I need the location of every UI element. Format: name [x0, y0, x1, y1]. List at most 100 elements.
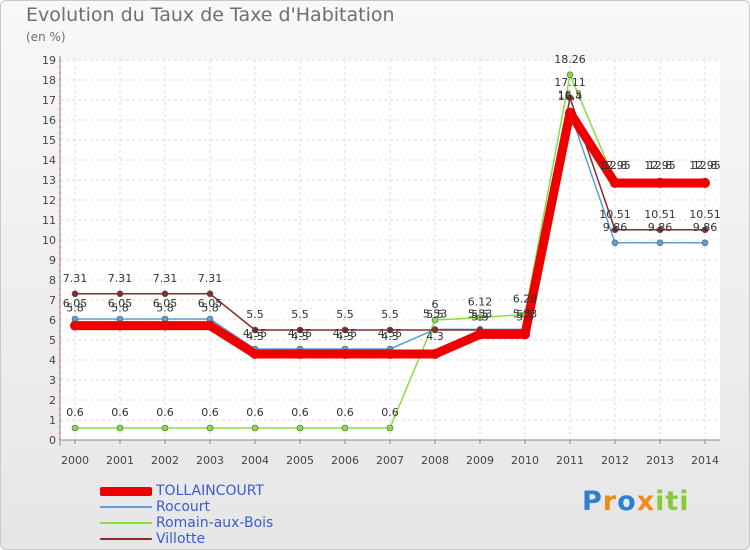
data-point-villotte — [701, 226, 709, 234]
data-label: 4.55 — [378, 327, 403, 340]
data-label: 5.8 — [156, 302, 174, 315]
chart-title: Evolution du Taux de Taxe d'Habitation — [26, 4, 395, 26]
data-point-villotte — [296, 326, 304, 334]
data-point-romain-aux-bois — [431, 316, 439, 324]
data-point-tollaincourt — [565, 107, 575, 118]
logo-letter: P — [582, 486, 603, 517]
x-tick-label: 2003 — [196, 454, 224, 467]
plot-area — [60, 60, 720, 440]
legend-item-rocourt: Rocourt — [100, 499, 210, 515]
data-label: 5.53 — [468, 307, 493, 320]
data-label: 18.26 — [554, 53, 586, 66]
legend-item-romain-aux-bois: Romain-aux-Bois — [100, 515, 273, 531]
data-point-tollaincourt — [160, 320, 170, 331]
legend-label-rocourt: Rocourt — [156, 499, 211, 515]
data-label: 5.5 — [291, 308, 309, 321]
data-point-tollaincourt — [385, 349, 395, 359]
data-label: 7.31 — [108, 272, 133, 285]
data-label: 5.3 — [471, 310, 489, 323]
x-tick-label: 2012 — [601, 454, 629, 467]
data-label: 16.4 — [558, 90, 583, 103]
data-label-layer: 7.31 7.31 7.31 7.31 5.5 5.5 5.5 5.5 5.5 5.5 5.5 17.… — [63, 53, 721, 419]
data-label: 9.86 — [693, 221, 718, 234]
data-point-tollaincourt — [430, 349, 440, 359]
data-label: 0.6 — [381, 406, 399, 419]
data-point-romain-aux-bois — [161, 424, 169, 432]
x-tick-label: 2011 — [556, 454, 584, 467]
data-label: 4.55 — [243, 327, 268, 340]
data-label: 5.3 — [516, 310, 534, 323]
data-label: 4.55 — [288, 327, 313, 340]
y-tick-label: 18 — [42, 74, 56, 87]
legend-item-tollaincourt: TOLLAINCOURT — [100, 483, 264, 499]
data-point-romain-aux-bois — [71, 424, 79, 432]
data-point-villotte — [341, 326, 349, 334]
data-point-tollaincourt — [340, 349, 350, 359]
data-label: 10.51 — [644, 208, 676, 221]
legend-label-romain-aux-bois: Romain-aux-Bois — [156, 515, 274, 531]
data-label: 5.5 — [426, 308, 444, 321]
data-point-tollaincourt — [115, 320, 125, 331]
data-label: 4.3 — [336, 330, 354, 343]
data-label: 0.6 — [66, 406, 84, 419]
x-tick-label: 2014 — [691, 454, 719, 467]
data-label: 12.8 — [693, 159, 718, 172]
y-tick-label: 8 — [49, 274, 56, 287]
data-label: 5.5 — [471, 308, 489, 321]
y-tick-label: 13 — [42, 174, 56, 187]
logo-letter: i — [655, 486, 666, 517]
data-point-romain-aux-bois — [251, 424, 259, 432]
data-point-villotte — [161, 290, 169, 298]
logo-letter: r — [602, 486, 618, 517]
data-label: 0.6 — [156, 406, 174, 419]
legend-swatch-tollaincourt — [100, 486, 152, 496]
proxiti-logo: Proxiti — [582, 486, 690, 517]
y-tick-label: 12 — [42, 194, 56, 207]
data-point-tollaincourt — [70, 320, 80, 331]
data-point-tollaincourt — [250, 349, 260, 359]
data-point-villotte — [251, 326, 259, 334]
data-point-villotte — [206, 290, 214, 298]
data-point-romain-aux-bois — [206, 424, 214, 432]
data-label: 0.6 — [291, 406, 309, 419]
data-label: 12.95 — [689, 159, 721, 172]
y-tick-label: 6 — [49, 314, 56, 327]
legend-swatch-romain-aux-bois — [100, 522, 152, 524]
data-label: 6.05 — [198, 297, 223, 310]
x-tick-label: 2009 — [466, 454, 494, 467]
y-tick-label: 19 — [42, 54, 56, 67]
data-label: 12.95 — [599, 159, 631, 172]
data-label: 4.3 — [426, 330, 444, 343]
data-point-romain-aux-bois — [116, 424, 124, 432]
x-tick-label: 2007 — [376, 454, 404, 467]
data-point-tollaincourt — [610, 178, 620, 188]
x-tick-label: 2002 — [151, 454, 179, 467]
y-tick-label: 1 — [49, 414, 56, 427]
data-point-villotte — [566, 94, 574, 102]
x-tick-label: 2001 — [106, 454, 134, 467]
y-tick-label: 4 — [49, 354, 56, 367]
y-tick-label: 7 — [49, 294, 56, 307]
data-label: 9.86 — [648, 221, 673, 234]
data-point-romain-aux-bois — [566, 71, 574, 79]
logo-letter: o — [617, 486, 637, 517]
data-label: 16.5 — [558, 89, 583, 102]
x-tick-label: 2010 — [511, 454, 539, 467]
x-tick-label: 2008 — [421, 454, 449, 467]
data-label: 0.6 — [201, 406, 219, 419]
data-label: 6.05 — [153, 297, 178, 310]
data-point-villotte — [116, 290, 124, 298]
data-point-romain-aux-bois — [296, 424, 304, 432]
data-point-tollaincourt — [475, 329, 485, 340]
data-point-tollaincourt — [655, 178, 665, 188]
data-label: 5.8 — [66, 302, 84, 315]
y-tick-label: 11 — [42, 214, 56, 227]
x-tick-label: 2013 — [646, 454, 674, 467]
data-label: 6.05 — [63, 297, 88, 310]
legend-label-villotte: Villotte — [156, 531, 206, 547]
y-tick-label: 15 — [42, 134, 56, 147]
data-label: 5.5 — [516, 308, 534, 321]
data-label: 17.11 — [554, 76, 586, 89]
y-tick-label: 5 — [49, 334, 56, 347]
